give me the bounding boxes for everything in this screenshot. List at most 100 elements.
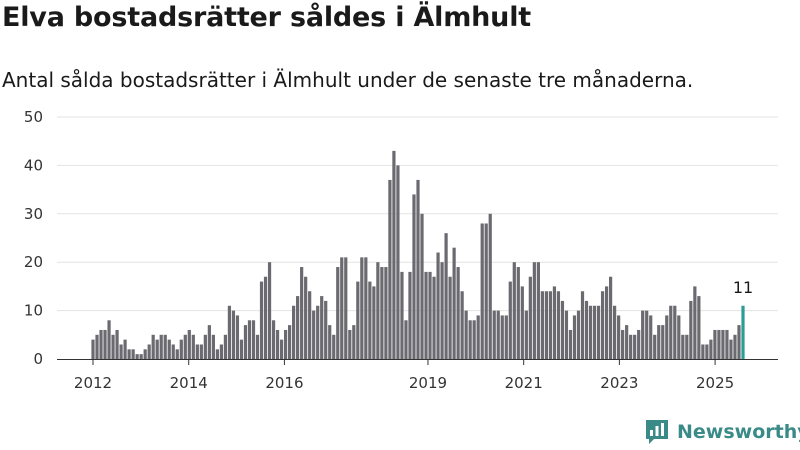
- bar: [91, 339, 95, 359]
- bar: [685, 334, 689, 359]
- bar: [661, 325, 665, 359]
- bar: [139, 354, 143, 359]
- bar: [512, 262, 516, 359]
- bar: [476, 315, 480, 359]
- bar: [548, 291, 553, 359]
- bar: [296, 296, 300, 359]
- bar: [263, 276, 268, 359]
- bar: [468, 320, 472, 359]
- bar: [259, 281, 264, 359]
- bar: [376, 262, 380, 359]
- bar: [705, 344, 709, 359]
- bar: [721, 329, 725, 359]
- bar: [215, 349, 219, 359]
- x-tick-label: 2016: [265, 374, 303, 392]
- bar: [159, 334, 163, 359]
- chart-subtitle: Antal sålda bostadsrätter i Älmhult unde…: [2, 68, 694, 92]
- bar: [669, 305, 673, 359]
- bar: [568, 329, 573, 359]
- bar: [155, 339, 159, 359]
- bar: [556, 291, 561, 359]
- bar: [135, 354, 139, 359]
- bar: [460, 291, 464, 359]
- y-tick-label: 40: [24, 156, 43, 174]
- bar: [275, 329, 280, 359]
- bar: [424, 271, 428, 359]
- bar: [665, 315, 669, 359]
- bar: [737, 325, 741, 359]
- bar: [300, 267, 304, 359]
- bar: [243, 325, 248, 359]
- bar: [480, 223, 484, 359]
- bar: [231, 310, 236, 359]
- y-tick-label: 0: [33, 350, 43, 368]
- last-value-label: 11: [733, 278, 753, 297]
- bar: [171, 344, 175, 359]
- bar: [637, 329, 641, 359]
- bar: [484, 223, 488, 359]
- bar: [279, 339, 284, 359]
- bar: [316, 305, 320, 359]
- bar: [147, 344, 151, 359]
- bar: [115, 329, 119, 359]
- newsworthy-logo-icon: [646, 420, 668, 444]
- bar: [621, 329, 625, 359]
- bar: [552, 286, 557, 359]
- bar: [151, 334, 155, 359]
- bar: [693, 286, 697, 359]
- bar: [344, 257, 348, 359]
- bar: [657, 325, 661, 359]
- bar: [709, 339, 713, 359]
- bar: [203, 334, 207, 359]
- y-tick-label: 10: [24, 302, 43, 320]
- bar: [588, 305, 593, 359]
- bar: [195, 344, 199, 359]
- bar: [368, 281, 372, 359]
- bar: [352, 325, 356, 359]
- x-tick-label: 2025: [696, 374, 734, 392]
- bar: [729, 339, 733, 359]
- bar: [127, 349, 131, 359]
- bar: [143, 349, 147, 359]
- bar: [428, 271, 432, 359]
- bar: [328, 325, 332, 359]
- x-tick-label: 2023: [600, 374, 638, 392]
- bar: [448, 276, 452, 359]
- bar: [697, 296, 701, 359]
- bar: [452, 247, 456, 359]
- bar: [464, 310, 468, 359]
- y-tick-label: 50: [24, 108, 43, 126]
- bar: [560, 300, 565, 359]
- bar: [167, 339, 171, 359]
- y-tick-label: 20: [24, 253, 43, 271]
- bar: [633, 334, 637, 359]
- bar: [713, 329, 717, 359]
- bar: [440, 262, 444, 359]
- x-tick-label: 2012: [74, 374, 112, 392]
- bar: [641, 310, 645, 359]
- bar: [131, 349, 135, 359]
- bar: [251, 320, 256, 359]
- bar: [356, 281, 360, 359]
- bar: [404, 320, 408, 359]
- bar: [396, 165, 400, 359]
- bar: [572, 315, 577, 359]
- bar: [360, 257, 364, 359]
- bars: [91, 150, 745, 359]
- bar: [95, 334, 99, 359]
- bar: [629, 334, 633, 359]
- bar: [528, 276, 532, 359]
- bar: [717, 329, 721, 359]
- y-tick-label: 30: [24, 205, 43, 223]
- bar: [592, 305, 597, 359]
- bar: [741, 305, 745, 359]
- bar: [412, 194, 416, 359]
- bar: [496, 310, 500, 359]
- bar: [123, 339, 127, 359]
- bar: [107, 320, 111, 359]
- chart-title: Elva bostadsrätter såldes i Älmhult: [2, 2, 531, 33]
- bar: [580, 291, 585, 359]
- bar: [400, 271, 404, 359]
- bar: [677, 315, 681, 359]
- bar: [340, 257, 344, 359]
